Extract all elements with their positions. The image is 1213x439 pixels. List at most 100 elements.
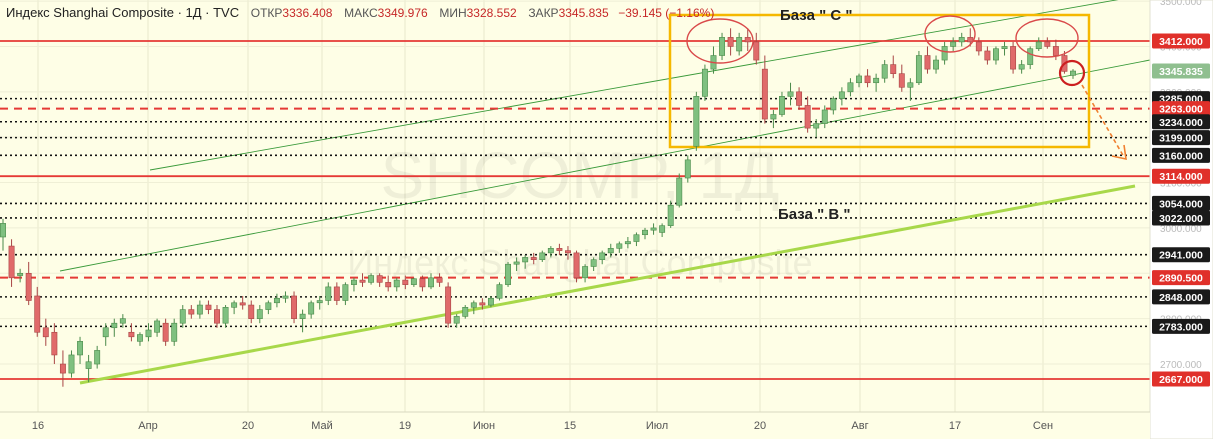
candle-body xyxy=(25,272,32,301)
candle-body xyxy=(419,278,426,288)
price-label-text: 3412.000 xyxy=(1159,36,1203,48)
price-label-text: 2848.000 xyxy=(1159,292,1203,304)
time-axis-tick: 16 xyxy=(32,420,44,432)
candle-body xyxy=(838,91,845,99)
candle-body xyxy=(933,59,939,70)
candle-body xyxy=(847,82,854,93)
candle-body xyxy=(796,91,803,106)
price-label-box xyxy=(1152,371,1210,387)
candle-body xyxy=(590,259,597,267)
time-axis-tick: Июн xyxy=(473,420,495,432)
price-label-box xyxy=(1152,289,1210,305)
candle-body xyxy=(410,278,417,285)
candle-body xyxy=(316,300,323,304)
price-label-text: 3022.000 xyxy=(1159,213,1203,225)
candle-body xyxy=(453,316,460,324)
candle-body xyxy=(873,77,880,84)
top-ellipse-2 xyxy=(924,15,976,53)
top-ellipse-3 xyxy=(1015,18,1079,58)
candle-body xyxy=(821,109,828,124)
candle-body xyxy=(522,257,529,263)
price-label-text: 3160.000 xyxy=(1159,150,1203,162)
channel-middle-line xyxy=(59,59,1151,272)
time-axis-tick: 15 xyxy=(564,420,576,432)
candle-body xyxy=(291,295,297,319)
candle-body xyxy=(128,331,135,338)
time-axis-tick: 20 xyxy=(754,420,766,432)
candle-body xyxy=(265,302,272,310)
price-label-box xyxy=(1152,101,1210,117)
candle-body xyxy=(436,277,443,283)
candle-body xyxy=(941,46,948,61)
high-label: МАКС xyxy=(344,6,378,20)
candle-body xyxy=(445,286,452,324)
candle-body xyxy=(299,313,306,319)
candle-body xyxy=(496,284,503,299)
candle-body xyxy=(119,318,126,324)
price-label-box xyxy=(1152,270,1210,286)
open-label: ОТКР xyxy=(250,6,283,20)
candle-body xyxy=(428,277,434,288)
candle-body xyxy=(539,252,546,260)
candle-body xyxy=(205,304,212,310)
candle-body xyxy=(51,331,58,356)
candle-body xyxy=(59,363,66,374)
candle-body xyxy=(470,302,477,308)
candle-body xyxy=(659,225,666,233)
price-label-box xyxy=(1152,168,1210,184)
candle-body xyxy=(351,279,357,285)
close-value: 3345.835 xyxy=(558,6,609,20)
current-price-box xyxy=(1152,63,1210,79)
base-c-box xyxy=(668,13,1091,149)
price-label-text: 2667.000 xyxy=(1159,374,1203,386)
price-label-box xyxy=(1152,130,1210,146)
grid xyxy=(0,0,1150,412)
candle-body xyxy=(856,75,862,84)
candle-body xyxy=(984,50,991,61)
candle-body xyxy=(599,252,606,260)
candle-body xyxy=(171,322,178,342)
candle-body xyxy=(137,334,143,342)
candle-body xyxy=(333,286,340,301)
time-axis-tick: Сен xyxy=(1033,420,1053,432)
candle-body xyxy=(487,297,494,306)
price-axis-tick: 3500.000 xyxy=(1160,0,1202,8)
candle-body xyxy=(607,248,614,254)
symbol-title[interactable]: Индекс Shanghai Composite · 1Д · TVC xyxy=(6,5,240,20)
candle-body xyxy=(479,302,486,306)
price-label-box xyxy=(1152,114,1210,130)
candle-body xyxy=(787,91,794,97)
candle-body xyxy=(830,98,837,111)
candle-body xyxy=(68,354,75,374)
price-label-text: 3263.000 xyxy=(1159,104,1203,116)
price-channel xyxy=(59,0,1151,272)
candle-body xyxy=(727,37,734,47)
candle-body xyxy=(85,361,92,369)
time-axis-tick: 20 xyxy=(242,420,254,432)
price-label-text: 2890.500 xyxy=(1159,273,1203,285)
base-b-label: База " В " xyxy=(778,206,850,223)
candle-body xyxy=(898,73,905,88)
candle-body xyxy=(94,350,101,365)
price-axis-tick: 3000.000 xyxy=(1160,224,1202,235)
price-axis-tick: 3100.000 xyxy=(1160,179,1202,190)
price-label-text: 3234.000 xyxy=(1159,117,1203,129)
price-label-box xyxy=(1152,318,1210,334)
candle-body xyxy=(256,309,263,319)
price-label-box xyxy=(1152,147,1210,163)
candle-body xyxy=(1070,70,1076,76)
candle-body xyxy=(779,96,785,115)
time-axis-tick: Июл xyxy=(646,420,668,432)
candle-body xyxy=(667,204,674,226)
candle-body xyxy=(650,227,657,231)
candle-body xyxy=(162,322,169,342)
candle-body xyxy=(342,284,349,301)
trendline xyxy=(79,184,1136,385)
price-label-text: 3199.000 xyxy=(1159,133,1203,145)
time-axis-tick: Апр xyxy=(138,420,157,432)
price-label-box xyxy=(1152,210,1210,226)
channel-upper-line xyxy=(149,0,1119,171)
watermark-ticker: SHCOMP, 1Д xyxy=(380,138,779,212)
